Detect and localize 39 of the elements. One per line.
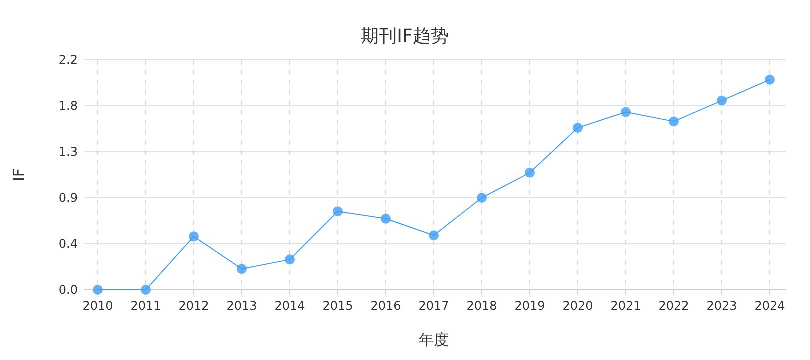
x-tick-label: 2017	[418, 299, 450, 313]
x-tick-label: 2023	[706, 299, 738, 313]
point	[525, 168, 535, 178]
x-tick-label: 2020	[562, 299, 594, 313]
y-tick-label: 1.8	[58, 99, 78, 113]
x-tick-label: 2019	[514, 299, 546, 313]
point	[765, 74, 775, 85]
x-tick-label: 2018	[466, 299, 498, 313]
point	[717, 96, 727, 106]
y-axis-title: IF	[10, 168, 28, 182]
point	[189, 232, 199, 242]
x-tick-label: 2010	[82, 299, 114, 313]
x-tick-label: 2014	[274, 299, 306, 313]
chart-title: 期刊IF趋势	[361, 26, 449, 47]
y-tick-label: 0.9	[58, 191, 78, 205]
point	[621, 107, 631, 118]
point	[429, 230, 439, 241]
y-tick-label: 0.4	[58, 237, 78, 251]
x-tick-label: 2024	[754, 299, 786, 313]
x-tick-label: 2012	[178, 299, 210, 313]
point	[477, 193, 487, 203]
point	[669, 116, 679, 127]
x-tick-label: 2022	[658, 299, 690, 313]
y-tick-label: 0.0	[58, 283, 78, 297]
x-tick-label: 2013	[226, 299, 258, 313]
point	[381, 214, 391, 224]
x-tick-label: 2015	[322, 299, 354, 313]
point	[93, 285, 103, 295]
x-tick-label: 2016	[370, 299, 402, 313]
point	[285, 254, 295, 265]
point	[141, 285, 151, 295]
y-tick-label: 1.3	[58, 145, 78, 159]
point	[333, 206, 343, 217]
point	[237, 264, 247, 274]
x-axis-title: 年度	[419, 331, 449, 349]
point	[573, 122, 583, 133]
y-tick-label: 2.2	[58, 53, 78, 67]
x-tick-label: 2021	[610, 299, 642, 313]
x-tick-label: 2011	[130, 299, 162, 313]
